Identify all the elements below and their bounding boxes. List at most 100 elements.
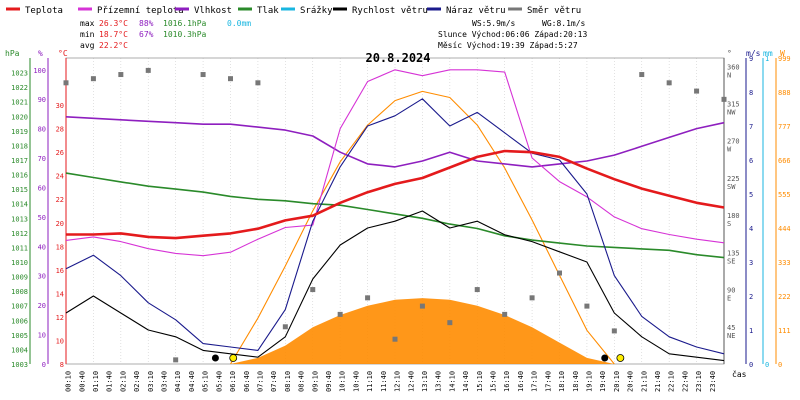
axis-tick-label-pct: 60 (38, 184, 46, 192)
x-tick-label: 08:40 (298, 371, 306, 392)
axis-tick-label-temp: 12 (56, 314, 64, 322)
moonset-icon (211, 354, 219, 362)
series-slunecni-zareni (230, 298, 615, 364)
x-tick-label: 02:10 (119, 371, 127, 392)
series-teplota (66, 149, 725, 240)
legend-item-rychlost-vetru: Rychlost větru (333, 6, 428, 16)
axis-tick-label-hpa: 1003 (11, 361, 28, 369)
axis-tick-label-ms: 2 (749, 293, 753, 301)
axis-tick-label-hpa: 1019 (11, 128, 28, 136)
axis-wm2-unit: W (780, 49, 785, 58)
x-tick-label: 06:10 (229, 371, 237, 392)
x-tick-label: 14:10 (448, 371, 456, 392)
series-vlhkost (65, 116, 725, 168)
axis-tick-label-temp: 10 (56, 337, 64, 345)
axis-tick-label-hpa: 1016 (11, 172, 28, 180)
x-tick-label: 06:40 (243, 371, 251, 392)
x-tick-label: 19:10 (585, 371, 593, 392)
x-tick-label: 10:40 (352, 371, 360, 392)
wind-direction-point (694, 88, 700, 94)
wind-direction-point (502, 311, 508, 317)
x-tick-label: 07:40 (270, 371, 278, 392)
wind-direction-point (228, 76, 233, 82)
axis-tick-label-hpa: 1004 (11, 346, 28, 354)
axis-hpa: 1003 1004 1005 1006 1007 1008 1009 1010 1011 1012… (11, 58, 31, 369)
x-tick-label: 07:10 (256, 371, 264, 392)
x-tick-label: 20:10 (613, 371, 621, 392)
axis-tick-label-hpa: 1006 (11, 317, 28, 325)
axis-tick-label-hpa: 1021 (11, 99, 28, 107)
x-tick-label: 21:40 (654, 371, 662, 392)
x-tick-label: 15:40 (490, 371, 498, 392)
stats-block: max 26.3°C 88% 1016.1hPa 0.0mm min 18.7°… (80, 19, 587, 50)
axis-tick-label-ms: 0 (749, 361, 753, 369)
legend-label: Teplota (25, 6, 63, 16)
axis-tick-label-wm2: 555 (778, 191, 791, 199)
axis-tick-label-temp: 22 (56, 196, 64, 204)
wind-direction-point (611, 328, 617, 334)
x-tick-label: 17:40 (544, 371, 552, 392)
sunset-icon (616, 354, 625, 362)
axis-mm-unit: mm (763, 49, 773, 58)
axis-tick-label-ms: 1 (749, 327, 753, 335)
axis-tick-label-dir: 90 (727, 287, 735, 295)
axis-tick-label-wm2: 999 (778, 55, 791, 63)
axis-mm: 01 (762, 55, 769, 369)
axis-tick-label-pct: 100 (33, 67, 46, 75)
x-tick-label: 03:40 (161, 371, 169, 392)
x-tick-label: 09:10 (311, 371, 319, 392)
axis-tick-label-wm2: 666 (778, 157, 791, 165)
x-tick-label: 16:40 (517, 371, 525, 392)
series-line-teplota (66, 149, 725, 240)
axis-tick-label-pct: 10 (38, 332, 46, 340)
x-tick-label: 22:10 (668, 371, 676, 392)
axis-tick-label-temp: 8 (60, 361, 64, 369)
axis-tick-label-mm: 0 (765, 361, 769, 369)
legend: Teplota Přízemní teplota Vlhkost Tlak Sr… (6, 6, 581, 16)
stats-wind-gust: WG:8.1m/s (542, 19, 586, 28)
x-tick-label: 16:10 (503, 371, 511, 392)
axis-tick-label-ms: 3 (749, 259, 753, 267)
x-tick-label: 14:40 (462, 371, 470, 392)
x-tick-label: 18:40 (572, 371, 580, 392)
axis-tick-label-wm2: 888 (778, 89, 791, 97)
axis-tick-label-hpa: 1011 (11, 244, 28, 252)
stats-max-label: max (80, 19, 95, 28)
axis-tick-label-dir: 225 (727, 175, 740, 183)
stats-moon-times: Měsíc Východ:19:39 Západ:5:27 (438, 41, 578, 50)
wind-direction-point (721, 96, 727, 102)
legend-label: Tlak (257, 6, 279, 16)
series-line-naraz-vetru (65, 98, 725, 355)
x-tick-label: 21:10 (640, 371, 648, 392)
series-line-rychlost-vetru (65, 210, 725, 362)
wind-direction-point (200, 72, 206, 78)
x-tick-label: 04:10 (174, 371, 182, 392)
axis-direction-name: N (727, 71, 731, 79)
x-tick-label: 08:10 (284, 371, 292, 392)
sunrise-icon (229, 354, 238, 362)
x-axis-label: čas (732, 369, 747, 379)
wind-direction-point (639, 72, 645, 78)
legend-label: Vlhkost (194, 6, 232, 16)
x-tick-label: 05:10 (202, 371, 210, 392)
axis-tick-label-hpa: 1018 (11, 142, 28, 150)
legend-item-vlhkost: Vlhkost (175, 6, 232, 16)
axis-tick-label-pct: 90 (38, 96, 46, 104)
x-tick-label: 01:10 (92, 371, 100, 392)
axis-tick-label-hpa: 1015 (11, 186, 28, 194)
axis-tick-label-pct: 40 (38, 243, 46, 251)
axis-tick-label-pct: 50 (38, 214, 46, 222)
axis-tick-label-hpa: 1005 (11, 332, 28, 340)
series-line-tlak (65, 172, 725, 259)
x-tick-label: 11:10 (366, 371, 374, 392)
axis-tick-label-wm2: 222 (778, 293, 791, 301)
axis-tick-label-dir: 135 (727, 249, 740, 257)
axis-tick-label-hpa: 1023 (11, 70, 28, 78)
axis-tick-label-hpa: 1007 (11, 303, 28, 311)
axis-tick-label-temp: 26 (56, 149, 64, 157)
axis-tick-label-hpa: 1010 (11, 259, 28, 267)
axis-tick-label-hpa: 1017 (11, 157, 28, 165)
x-tick-label: 02:40 (133, 371, 141, 392)
